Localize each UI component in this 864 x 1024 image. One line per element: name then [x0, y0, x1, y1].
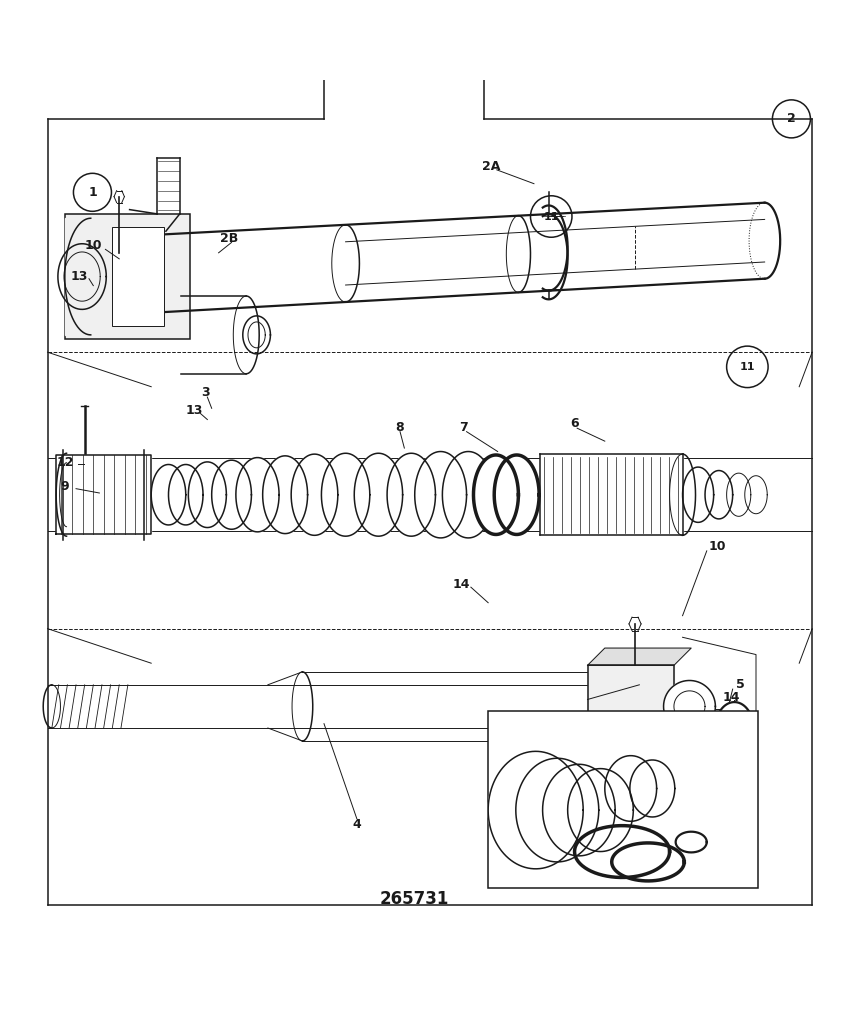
Text: 1: 1 [88, 185, 97, 199]
Polygon shape [494, 455, 539, 535]
Bar [488, 711, 758, 888]
Text: 5: 5 [736, 678, 745, 691]
Polygon shape [543, 764, 615, 856]
Text: 2: 2 [787, 113, 796, 125]
Polygon shape [605, 756, 657, 821]
Polygon shape [65, 218, 91, 335]
Polygon shape [540, 454, 683, 536]
Text: 10: 10 [85, 240, 102, 252]
Polygon shape [715, 702, 753, 754]
Text: 13: 13 [71, 269, 88, 283]
Polygon shape [143, 203, 765, 313]
Polygon shape [354, 454, 403, 537]
Polygon shape [212, 460, 251, 529]
Polygon shape [630, 760, 675, 817]
Text: 13: 13 [186, 404, 203, 418]
Polygon shape [473, 455, 518, 535]
Bar [112, 227, 164, 327]
Polygon shape [588, 666, 674, 748]
Polygon shape [488, 752, 583, 868]
Text: 4: 4 [353, 818, 361, 831]
Text: 14: 14 [453, 579, 470, 591]
Text: 8: 8 [396, 421, 404, 434]
Polygon shape [442, 452, 494, 538]
Polygon shape [387, 454, 435, 537]
Polygon shape [568, 769, 633, 852]
Polygon shape [151, 465, 186, 525]
Text: 2A: 2A [482, 160, 500, 173]
Polygon shape [745, 476, 767, 514]
Polygon shape [705, 471, 733, 519]
Text: 12: 12 [57, 457, 74, 469]
Polygon shape [168, 465, 203, 525]
Text: 11: 11 [543, 212, 559, 221]
Text: 6: 6 [570, 418, 579, 430]
Polygon shape [236, 458, 279, 531]
Polygon shape [676, 831, 707, 852]
Text: 3: 3 [201, 386, 210, 399]
Bar [65, 214, 190, 339]
Polygon shape [516, 758, 599, 862]
Polygon shape [664, 681, 715, 732]
Polygon shape [683, 467, 714, 522]
Polygon shape [188, 462, 226, 527]
Text: 10: 10 [708, 540, 726, 553]
Polygon shape [415, 452, 467, 538]
Text: 265731: 265731 [380, 890, 449, 908]
Polygon shape [727, 473, 751, 516]
Polygon shape [588, 648, 691, 666]
Text: 2B: 2B [220, 231, 238, 245]
Polygon shape [321, 454, 370, 537]
Polygon shape [263, 456, 308, 534]
Text: 7: 7 [460, 421, 468, 434]
Text: 11: 11 [740, 361, 755, 372]
Text: 9: 9 [60, 479, 69, 493]
Polygon shape [612, 843, 684, 881]
Polygon shape [575, 825, 670, 878]
Polygon shape [291, 454, 338, 536]
Polygon shape [56, 455, 151, 535]
Text: 14: 14 [722, 691, 740, 705]
